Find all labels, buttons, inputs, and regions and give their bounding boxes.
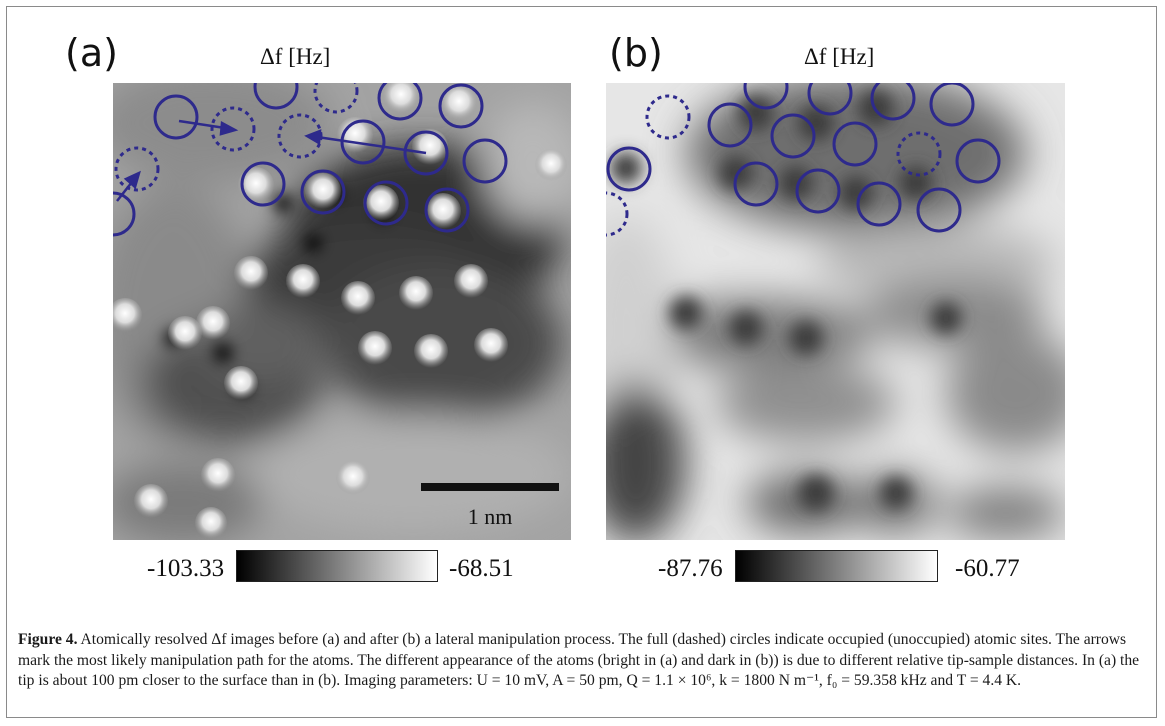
panel-a-colorbar-min: -103.33: [147, 555, 225, 582]
panel-b-label: (b): [609, 31, 663, 75]
panel-a-afm-image: 1 nm: [113, 83, 571, 540]
figure-label: Figure 4.: [18, 631, 78, 648]
figure-frame: [6, 6, 1157, 718]
panel-a-colorbar-title: Δf [Hz]: [260, 44, 331, 69]
panel-b-colorbar-title: Δf [Hz]: [804, 44, 875, 69]
panel-a-label: (a): [65, 31, 118, 75]
figure-caption: Figure 4. Atomically resolved Δf images …: [18, 630, 1148, 692]
panel-b-colorbar-min: -87.76: [658, 555, 723, 582]
panel-b-colorbar-max: -60.77: [955, 555, 1020, 582]
panel-b-afm-image: [606, 83, 1065, 540]
panel-b-colorbar: [735, 550, 938, 582]
panel-a-colorbar: [236, 550, 438, 582]
caption-text: Atomically resolved Δf images before (a)…: [18, 631, 1140, 689]
panel-a-colorbar-max: -68.51: [449, 555, 514, 582]
scalebar-label: 1 nm: [468, 504, 513, 529]
